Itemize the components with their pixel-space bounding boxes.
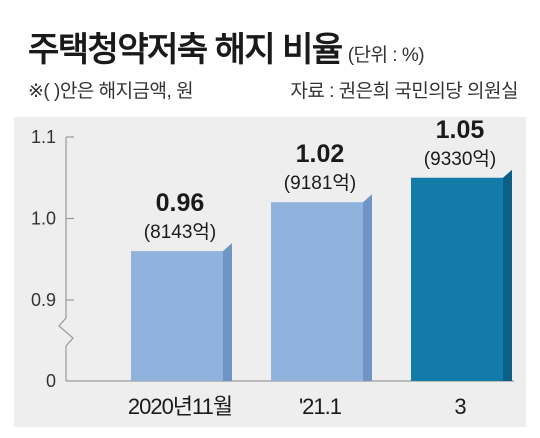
- y-axis-line: [58, 137, 74, 381]
- bar-amount-label: (8143억): [144, 221, 216, 243]
- bar-amount-label: (9330억): [424, 148, 496, 170]
- bar-value-label: 0.96: [156, 189, 205, 217]
- chart-title: 주택청약저축 해지 비율: [28, 31, 343, 69]
- bar-side: [363, 194, 372, 381]
- bar-side: [503, 169, 512, 381]
- amount-note: ※( )안은 해지금액, 원: [28, 81, 194, 102]
- source-note: 자료 : 권은희 국민의당 의원실: [290, 81, 518, 102]
- title-row: 주택청약저축 해지 비율 (단위 : %): [28, 22, 425, 71]
- bar-value-label: 1.02: [296, 140, 345, 168]
- y-tick-label: 0.9: [31, 290, 56, 310]
- bar-value-label: 1.05: [436, 116, 485, 144]
- bar: [271, 202, 363, 381]
- unit-label: (단위 : %): [347, 45, 425, 66]
- bar-side: [223, 243, 232, 381]
- x-tick-label: '21.1: [299, 394, 342, 419]
- x-tick-label: 3: [454, 394, 466, 419]
- y-tick-label: 1.1: [31, 127, 56, 147]
- bar: [411, 177, 503, 381]
- bar: [131, 251, 223, 381]
- bar-amount-label: (9181억): [284, 172, 356, 194]
- y-tick-label: 0: [46, 371, 56, 391]
- y-tick-label: 1.0: [31, 209, 56, 229]
- x-tick-label: 2020년11월: [128, 394, 232, 419]
